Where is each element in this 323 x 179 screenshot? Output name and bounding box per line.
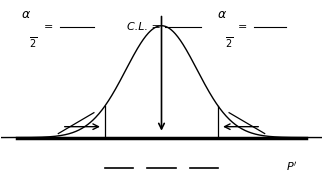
Text: $\alpha$: $\alpha$ — [21, 8, 31, 21]
Text: $P'$: $P'$ — [286, 160, 297, 173]
Text: $\overline{2}$: $\overline{2}$ — [225, 35, 233, 50]
Text: =: = — [44, 22, 54, 32]
Text: $\alpha$: $\alpha$ — [217, 8, 227, 21]
Text: C.L. =: C.L. = — [127, 22, 161, 32]
Text: =: = — [238, 22, 247, 32]
Text: $\overline{2}$: $\overline{2}$ — [29, 35, 37, 50]
